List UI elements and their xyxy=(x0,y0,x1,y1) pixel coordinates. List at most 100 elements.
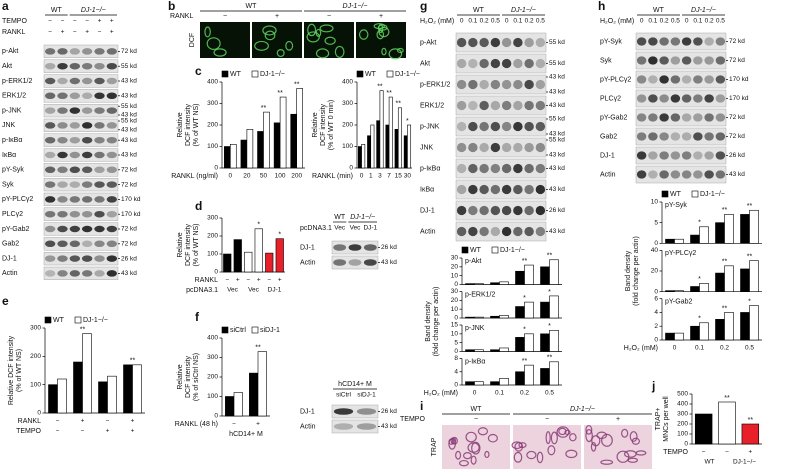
bar xyxy=(540,266,550,285)
blot-band xyxy=(69,136,81,144)
cell xyxy=(585,428,593,443)
lane-label: DJ-1 xyxy=(363,225,377,232)
y-axis-label: DCF intensity xyxy=(185,223,192,266)
y-tick-label: 0 xyxy=(654,240,658,247)
blot-band xyxy=(69,62,81,70)
kd-label: 72 kd xyxy=(121,226,137,233)
y-tick-label: 40 xyxy=(651,247,659,254)
panel-letter: e xyxy=(2,294,9,308)
blot-row-label: IκBα xyxy=(2,152,16,159)
cell xyxy=(629,431,638,442)
blot-band xyxy=(456,205,467,216)
blot-band xyxy=(356,408,377,415)
blot-band xyxy=(69,122,81,129)
blot-row-label: Actin xyxy=(2,270,18,277)
group-label: WT xyxy=(246,3,258,10)
blot-band xyxy=(636,94,647,103)
blot-band xyxy=(57,270,68,277)
blot-band xyxy=(715,56,726,65)
legend-label: WT xyxy=(365,71,377,78)
blot-row-label: JNK xyxy=(2,122,16,129)
panel-letter: j xyxy=(651,379,655,393)
blot-band xyxy=(94,240,105,248)
kd-label: 43 kd xyxy=(549,165,565,172)
blot-band xyxy=(670,132,681,141)
y-tick-label: 300 xyxy=(677,411,688,418)
blot-band xyxy=(106,77,118,85)
bar xyxy=(249,372,259,417)
blot-band xyxy=(535,121,546,132)
x-tick-label: 15 xyxy=(395,173,403,180)
blot-band xyxy=(636,56,647,65)
row-item: Vec xyxy=(227,287,239,294)
x-tick-label: 50 xyxy=(260,173,268,180)
blot-band xyxy=(636,151,647,160)
bar xyxy=(690,325,700,341)
bar xyxy=(263,111,270,169)
y-tick-label: 0 xyxy=(214,165,218,172)
cell xyxy=(569,433,577,442)
y-tick-label: 15 xyxy=(451,322,459,329)
blot-band xyxy=(106,166,118,174)
blot-band xyxy=(106,151,118,159)
subplot-title: pY-PLCγ2 xyxy=(665,250,696,257)
blot-band xyxy=(524,142,534,153)
blot-band xyxy=(490,142,501,153)
y-tick-label: 10 xyxy=(651,199,659,206)
y-tick-label: 100 xyxy=(207,251,218,258)
bar xyxy=(246,129,254,169)
bar xyxy=(740,214,750,244)
bar xyxy=(694,413,713,445)
x-tick-label: + xyxy=(131,418,135,425)
legend-swatch xyxy=(461,246,469,254)
blot-band xyxy=(670,56,681,65)
legend-label: siDJ-1 xyxy=(260,327,280,334)
y-axis-label: DCF intensity xyxy=(185,355,192,398)
group-label: DJ-1−/− xyxy=(570,406,595,413)
cell xyxy=(565,449,578,459)
blot-row-label: Akt xyxy=(420,60,430,67)
cell xyxy=(448,437,456,450)
lane-label: 0.1 xyxy=(648,18,657,25)
significance: ** xyxy=(377,83,383,90)
legend-label: WT xyxy=(470,247,482,254)
blot-band xyxy=(44,210,56,218)
x-tick-label: 200 xyxy=(291,173,302,180)
blot-band xyxy=(513,184,523,195)
blot-band xyxy=(456,100,467,111)
blot-row-label: Gab2 xyxy=(2,241,19,248)
blot-band xyxy=(479,79,489,90)
bar xyxy=(379,90,384,169)
x-tick-label: − xyxy=(225,277,229,284)
cell xyxy=(376,29,385,40)
blot-band xyxy=(524,205,534,216)
blot-band xyxy=(715,75,726,84)
kd-label: 55 kd xyxy=(121,63,137,70)
kd-label: 170 kd xyxy=(729,95,749,102)
significance: ** xyxy=(722,259,728,266)
blot-strip xyxy=(455,137,547,158)
blot-band xyxy=(524,163,534,174)
blot-band xyxy=(69,166,81,174)
blot-band xyxy=(479,184,489,195)
y-tick-label: 200 xyxy=(677,421,688,428)
blot-band xyxy=(94,196,105,203)
blot-band xyxy=(501,37,512,48)
blot-band xyxy=(513,121,523,132)
significance: ** xyxy=(747,203,753,210)
blot-band xyxy=(524,79,534,90)
cell xyxy=(324,36,336,45)
legend-swatch xyxy=(356,70,364,78)
kd-label: 55 kd xyxy=(549,60,565,67)
lane-label: + xyxy=(85,29,89,36)
y-tick-label: 0 xyxy=(654,288,658,295)
group-label: DJ-1−/− xyxy=(691,7,716,14)
x-axis-label: H₂O₂ (mM) xyxy=(424,390,458,397)
cell xyxy=(558,427,567,436)
blot-band xyxy=(356,423,377,430)
cell xyxy=(455,450,462,460)
cell xyxy=(556,426,570,438)
image-label: DCF xyxy=(189,33,196,47)
image-label: TRAP xyxy=(431,437,438,456)
blot-band xyxy=(715,132,726,141)
